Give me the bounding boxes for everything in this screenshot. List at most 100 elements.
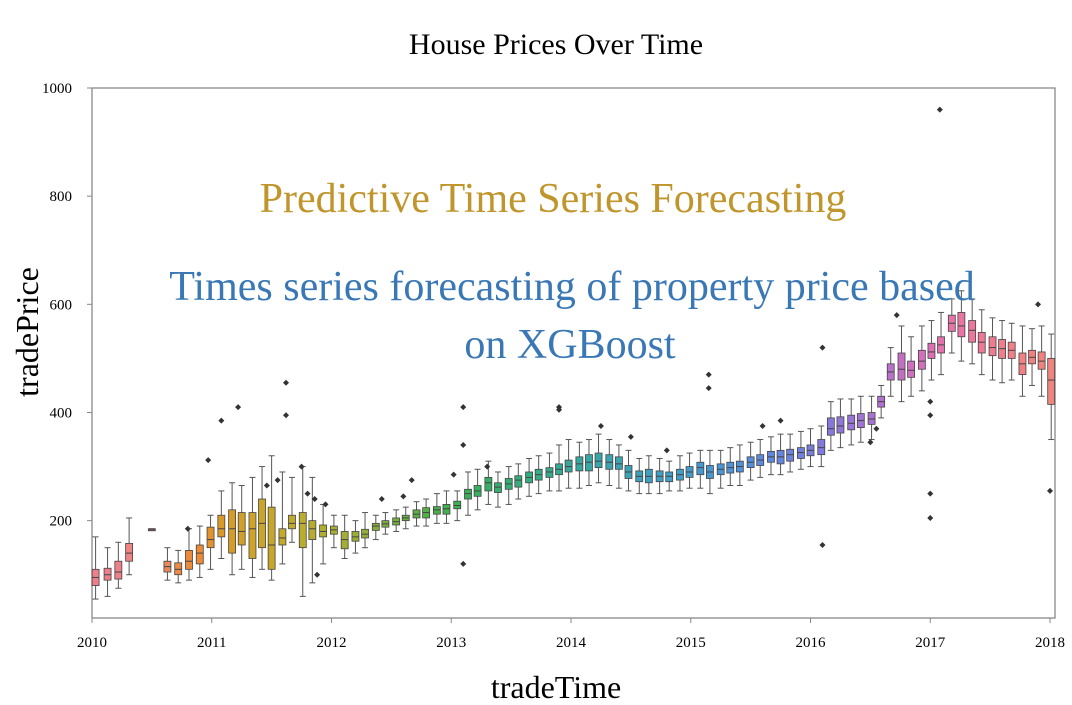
- y-tick-label: 200: [50, 514, 73, 530]
- x-tick-label: 2015: [676, 635, 706, 651]
- outlier-point: [235, 404, 242, 411]
- box: [867, 412, 876, 425]
- box: [464, 488, 472, 500]
- outlier-point: [936, 106, 943, 113]
- box: [585, 454, 593, 472]
- x-tick-label: 2010: [77, 635, 107, 651]
- outlier-point: [450, 471, 457, 478]
- box: [615, 456, 623, 470]
- outlier-point: [304, 490, 311, 497]
- box: [968, 320, 977, 343]
- box: [351, 531, 360, 542]
- box: [228, 509, 237, 554]
- outlier-point: [705, 385, 712, 392]
- y-tick-label: 1000: [42, 81, 72, 97]
- outlier-point: [1035, 301, 1042, 308]
- x-axis: 2010 2011 2012 2013 2014 2015 2016 2017 2018: [77, 618, 1065, 651]
- outlier-point: [282, 412, 289, 419]
- outlier-point: [759, 423, 766, 430]
- box: [125, 542, 134, 562]
- box: [514, 475, 523, 488]
- outlier-point: [819, 344, 826, 351]
- outlier-point: [927, 398, 934, 405]
- overlay-headline: Predictive Time Series Forecasting: [260, 176, 847, 222]
- box: [185, 549, 193, 570]
- box: [897, 352, 906, 381]
- outlier-point: [873, 425, 880, 432]
- box: [977, 332, 986, 354]
- box: [564, 459, 573, 473]
- outlier-point: [460, 560, 467, 567]
- outlier-point: [378, 496, 385, 503]
- box: [696, 461, 705, 476]
- outlier-point: [311, 496, 318, 503]
- outlier-point: [927, 412, 934, 419]
- outlier-point: [597, 423, 604, 430]
- x-tick-label: 2012: [317, 635, 347, 651]
- box: [1047, 358, 1056, 405]
- x-tick-label: 2016: [796, 635, 827, 651]
- outlier-point: [927, 490, 934, 497]
- box: [594, 452, 603, 469]
- outlier-point: [663, 447, 670, 454]
- box: [797, 447, 805, 459]
- box: [174, 562, 183, 576]
- outlier-point: [819, 541, 826, 548]
- x-tick-label: 2011: [197, 635, 226, 651]
- box: [288, 514, 296, 530]
- box: [826, 417, 835, 436]
- outlier-point: [777, 417, 784, 424]
- outlier-point: [218, 417, 225, 424]
- y-axis-label: tradePrice: [9, 267, 45, 397]
- box: [957, 312, 966, 338]
- outlier-point: [263, 482, 270, 489]
- box: [432, 506, 441, 515]
- box: [195, 544, 204, 565]
- box: [217, 514, 226, 538]
- x-tick-label: 2014: [556, 635, 587, 651]
- chart-title: House Prices Over Time: [409, 28, 703, 61]
- outlier-point: [460, 404, 467, 411]
- overlay-subline-1: Times series forecasting of property pri…: [169, 264, 975, 310]
- box: [206, 526, 215, 549]
- box: [545, 467, 554, 478]
- box: [927, 342, 936, 359]
- outlier-point: [282, 379, 289, 386]
- outlier-point: [1047, 487, 1053, 494]
- box: [371, 522, 380, 531]
- box: [308, 520, 317, 540]
- box: [248, 512, 257, 559]
- outlier-layer: [184, 106, 1053, 578]
- box: [319, 524, 328, 538]
- x-axis-label: tradeTime: [491, 669, 621, 705]
- x-tick-label: 2017: [915, 635, 946, 651]
- box: [836, 416, 845, 434]
- box: [494, 482, 502, 493]
- box: [786, 448, 795, 462]
- box-layer: [91, 312, 1056, 586]
- box: [114, 560, 123, 580]
- box: [453, 500, 462, 510]
- overlay-subline-2: on XGBoost: [464, 322, 676, 368]
- outlier-point: [893, 312, 900, 319]
- box: [817, 439, 826, 456]
- box: [442, 504, 451, 515]
- outlier-point: [274, 477, 281, 484]
- box: [484, 476, 493, 492]
- outlier-point: [322, 501, 329, 508]
- outlier-point: [400, 493, 407, 500]
- x-tick-label: 2018: [1035, 635, 1065, 651]
- box: [917, 349, 926, 370]
- box: [237, 512, 246, 546]
- y-tick-label: 400: [50, 405, 73, 421]
- box: [340, 531, 349, 550]
- outlier-point: [705, 371, 712, 378]
- outlier-point: [314, 571, 321, 578]
- x-tick-label: 2013: [436, 635, 466, 651]
- y-tick-label: 600: [50, 297, 73, 313]
- outlier-point: [460, 441, 467, 448]
- box: [988, 336, 997, 357]
- whisker-layer: [92, 290, 1055, 600]
- y-tick-label: 800: [50, 189, 73, 205]
